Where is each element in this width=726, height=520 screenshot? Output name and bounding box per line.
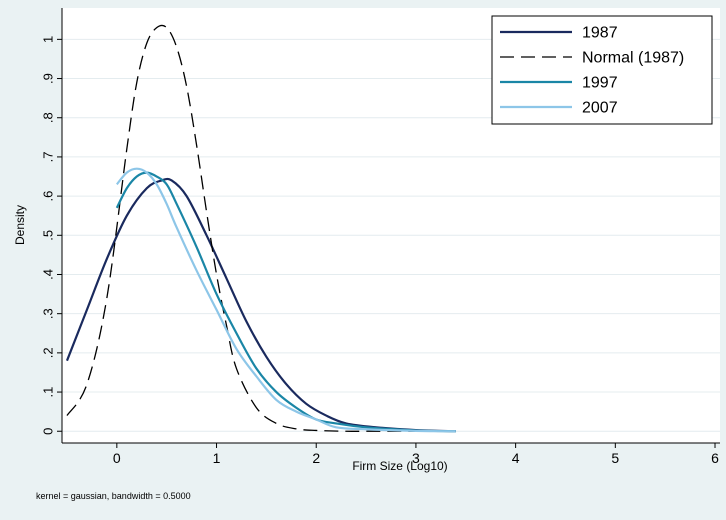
series-line-2007: [115, 167, 456, 433]
x-tick-label: 2: [312, 450, 320, 466]
y-axis-label: Density: [13, 205, 27, 245]
x-axis-label: Firm Size (Log10): [352, 459, 447, 473]
chart-note: kernel = gaussian, bandwidth = 0.5000: [36, 491, 191, 501]
y-tick-label: .8: [41, 112, 56, 123]
x-tick-label: 0: [113, 450, 121, 466]
y-tick-label: .6: [41, 191, 56, 202]
y-tick-label: .3: [41, 308, 56, 319]
x-tick-label: 6: [711, 450, 719, 466]
x-tick-label: 5: [611, 450, 619, 466]
series-line-1987: [65, 177, 456, 433]
y-tick-label: .4: [41, 269, 56, 280]
series-line-normal-1987: [66, 24, 456, 432]
y-tick-label: 0: [41, 428, 56, 435]
legend-label: Normal (1987): [582, 50, 684, 67]
x-tick-label: 4: [512, 450, 520, 466]
y-tick-label: .2: [41, 347, 56, 358]
y-tick-label: .1: [41, 387, 56, 398]
y-tick-label: .5: [41, 230, 56, 241]
y-tick-label: .7: [41, 151, 56, 162]
legend-label: 2007: [582, 100, 618, 117]
legend-label: 1997: [582, 75, 618, 92]
x-tick-label: 3: [412, 450, 420, 466]
y-tick-label: .9: [41, 73, 56, 84]
x-tick-label: 1: [213, 450, 221, 466]
legend-label: 1987: [582, 25, 618, 42]
y-tick-label: 1: [41, 36, 56, 43]
